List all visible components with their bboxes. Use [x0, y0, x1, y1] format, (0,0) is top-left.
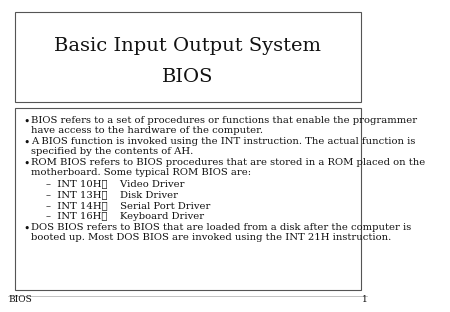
- Text: –  INT 10H	    Video Driver: – INT 10H Video Driver: [46, 179, 184, 188]
- FancyBboxPatch shape: [15, 12, 361, 102]
- Text: 1: 1: [362, 295, 368, 304]
- Text: BIOS refers to a set of procedures or functions that enable the programmer
have : BIOS refers to a set of procedures or fu…: [31, 116, 417, 135]
- Text: –  INT 16H	    Keyboard Driver: – INT 16H Keyboard Driver: [46, 212, 204, 221]
- Text: •: •: [23, 117, 30, 127]
- Text: –  INT 13H	    Disk Driver: – INT 13H Disk Driver: [46, 190, 178, 199]
- Text: •: •: [23, 138, 30, 148]
- Text: BIOS: BIOS: [9, 295, 32, 304]
- FancyBboxPatch shape: [15, 108, 361, 290]
- Text: ROM BIOS refers to BIOS procedures that are stored in a ROM placed on the
mother: ROM BIOS refers to BIOS procedures that …: [31, 158, 425, 178]
- Text: –  INT 14H	    Serial Port Driver: – INT 14H Serial Port Driver: [46, 201, 210, 210]
- Text: •: •: [23, 159, 30, 169]
- Text: Basic Input Output System: Basic Input Output System: [54, 37, 321, 55]
- Text: BIOS: BIOS: [162, 68, 214, 86]
- Text: DOS BIOS refers to BIOS that are loaded from a disk after the computer is
booted: DOS BIOS refers to BIOS that are loaded …: [31, 223, 411, 242]
- Text: A BIOS function is invoked using the INT instruction. The actual function is
spe: A BIOS function is invoked using the INT…: [31, 137, 415, 156]
- Text: •: •: [23, 224, 30, 234]
